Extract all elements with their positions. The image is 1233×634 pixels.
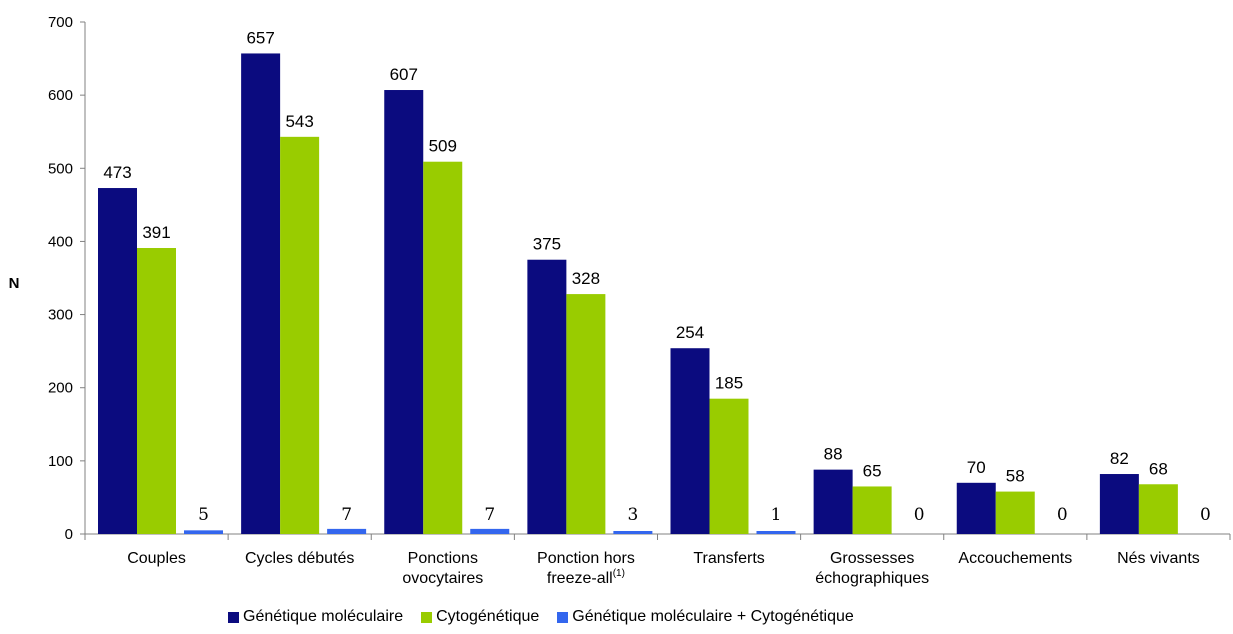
bar [613,531,653,534]
y-tick-label: 0 [65,526,73,543]
y-tick-label: 200 [48,380,73,397]
legend-swatch [557,611,569,623]
bar [137,248,176,535]
bar [813,469,853,534]
bars-group [98,53,1178,535]
y-tick-label: 500 [48,160,73,177]
bar [566,294,606,534]
category-label: Grossesses [830,550,914,567]
y-axis-ticks: 0 100 200 300 400 500 600 700 [48,14,85,543]
y-tick-label: 600 [48,87,73,104]
legend-item: Génétique moléculaire + Cytogénétique [557,608,854,626]
data-label: 607 [390,65,418,84]
category-label: Nés vivants [1117,550,1200,567]
bar [184,530,223,534]
y-axis-label: N [9,275,20,292]
bar [327,528,367,534]
data-label: 0 [1200,505,1211,525]
data-label: 7 [484,505,495,525]
category-label: freeze-all(1) [547,568,625,587]
y-tick-label: 700 [48,14,73,31]
legend-label: Génétique moléculaire [243,608,404,625]
data-label: 70 [967,458,986,477]
data-label: 3 [627,505,638,525]
category-label: Ponctions [408,550,478,567]
bar [470,528,510,534]
legend-swatch [421,611,433,623]
category-labels-group: Couples Cycles débutés Ponctions ovocytaire… [84,534,1231,587]
data-label: 82 [1110,449,1129,468]
data-label: 58 [1006,467,1025,486]
data-label: 1 [771,505,782,525]
data-label: 391 [142,223,170,242]
legend-label: Génétique moléculaire + Cytogénétique [572,608,854,625]
bar [756,531,796,534]
y-tick-label: 300 [48,307,73,324]
legend: Génétique moléculaire Cytogénétique Généti… [228,608,1048,626]
data-label: 328 [572,269,600,288]
footnote-marker: (1) [613,568,625,579]
y-tick-label: 400 [48,233,73,250]
data-label: 5 [198,505,209,525]
data-label: 473 [103,163,131,182]
legend-swatch [228,611,239,623]
data-label: 68 [1149,459,1168,478]
data-labels-group: 473 391 5 657 543 7 607 509 7 375 328 3 254 185 1 88 65 0… [103,28,1210,525]
bar [423,161,463,534]
bar [98,188,137,534]
data-label: 657 [246,28,274,47]
bar [995,491,1035,534]
data-label: 543 [285,112,313,131]
data-label: 0 [914,505,925,525]
data-label: 65 [863,461,882,480]
legend-item: Cytogénétique [421,608,539,626]
category-label: ovocytaires [402,570,483,587]
data-label: 509 [429,137,457,156]
category-label: échographiques [815,570,929,587]
legend-item: Génétique moléculaire [228,608,403,626]
category-label: Transferts [693,550,764,567]
bar [527,259,567,534]
data-label: 0 [1057,505,1068,525]
bar [709,398,749,534]
category-label: Couples [127,550,186,567]
bar [280,136,320,534]
data-label: 88 [824,445,843,464]
bar [956,482,996,534]
category-label: Accouchements [958,550,1072,567]
category-label: Ponction hors [537,550,635,567]
bar [670,348,710,534]
y-tick-label: 100 [48,453,73,470]
bar [384,90,424,534]
bar [1138,484,1178,534]
data-label: 185 [715,374,743,393]
data-label: 375 [533,235,561,254]
data-label: 254 [676,323,704,342]
category-label: Cycles débutés [245,550,354,567]
legend-label: Cytogénétique [436,608,540,625]
data-label: 7 [341,505,352,525]
bar [1099,474,1139,534]
bar [241,53,281,535]
bar [852,486,892,534]
